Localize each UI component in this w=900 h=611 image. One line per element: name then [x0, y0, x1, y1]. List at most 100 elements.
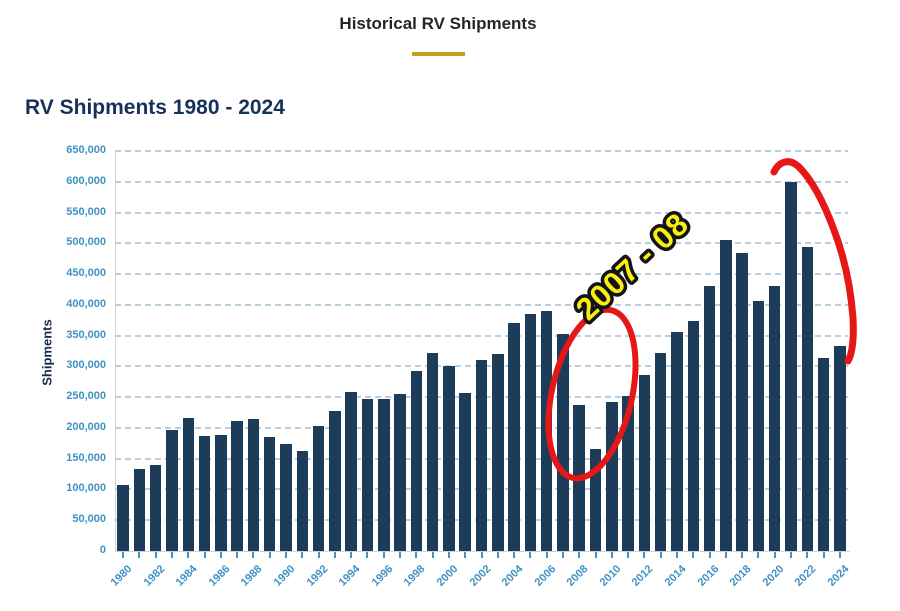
y-tick-label-600000: 600,000	[66, 174, 106, 187]
x-tick-2009	[594, 552, 597, 558]
bar-2022	[801, 247, 814, 551]
x-tick-1990	[285, 552, 288, 558]
x-tick-1998	[415, 552, 418, 558]
bar-2020	[768, 286, 781, 551]
bar-1985	[198, 435, 211, 551]
x-tick-2016	[708, 552, 711, 558]
bar-2014	[671, 331, 683, 551]
x-tick-1987	[236, 552, 239, 558]
x-tick-2002	[480, 552, 483, 558]
bar-2008	[573, 405, 585, 551]
bar-1993	[329, 410, 341, 551]
x-tick-1997	[399, 552, 402, 558]
x-tick-2007	[561, 552, 564, 558]
gridline-550000	[115, 211, 848, 214]
x-tick-1989	[268, 552, 271, 558]
x-tick-2018	[741, 552, 744, 558]
bar-1983	[166, 430, 178, 551]
bar-2012	[638, 375, 651, 551]
x-tick-2010	[610, 552, 613, 558]
x-tick-1981	[138, 552, 141, 558]
bar-1988	[247, 418, 260, 551]
bar-1995	[361, 399, 374, 551]
page-header: Historical RV Shipments	[0, 0, 876, 56]
bar-2006	[540, 310, 553, 551]
bar-1996	[378, 398, 390, 551]
bar-1982	[149, 464, 162, 551]
x-tick-1992	[317, 552, 320, 558]
bar-2018	[736, 253, 748, 551]
y-tick-label-200000: 200,000	[66, 420, 106, 433]
x-tick-2003	[496, 552, 499, 558]
x-axis-spine	[115, 551, 850, 552]
bar-1990	[280, 444, 292, 551]
x-tick-2020	[773, 552, 776, 558]
y-tick-label-0: 0	[99, 544, 106, 556]
x-tick-2015	[692, 552, 695, 558]
bar-1994	[345, 391, 357, 551]
y-tick-label-150000: 150,000	[66, 451, 106, 464]
x-tick-2023	[822, 552, 825, 558]
bar-2019	[752, 301, 765, 551]
gridline-400000	[115, 303, 848, 306]
y-tick-label-650000: 650,000	[66, 144, 106, 156]
y-tick-label-400000: 400,000	[66, 297, 106, 310]
x-tick-1983	[171, 552, 173, 558]
y-tick-label-550000: 550,000	[66, 205, 106, 218]
bar-2023	[817, 358, 830, 551]
bar-2000	[443, 366, 455, 551]
gridline-450000	[115, 273, 848, 276]
y-tick-label-250000: 250,000	[66, 390, 106, 403]
bar-1980	[117, 485, 129, 551]
x-tick-1991	[301, 552, 304, 558]
bar-2003	[492, 353, 504, 551]
bar-1987	[231, 421, 243, 551]
bar-1998	[410, 370, 423, 551]
gridline-650000	[115, 150, 848, 152]
x-tick-2012	[643, 552, 646, 558]
x-tick-2011	[627, 552, 630, 558]
gridline-350000	[115, 334, 848, 337]
bar-2024	[834, 345, 846, 551]
y-tick-label-500000: 500,000	[66, 236, 106, 249]
bar-2017	[720, 240, 732, 551]
x-tick-2005	[529, 552, 532, 558]
page-title: Historical RV Shipments	[339, 14, 537, 33]
bar-1986	[215, 435, 227, 551]
gridline-500000	[115, 242, 848, 245]
x-tick-2008	[578, 552, 581, 558]
y-tick-label-300000: 300,000	[66, 359, 106, 372]
x-tick-1980	[122, 552, 125, 558]
bar-2005	[524, 314, 537, 551]
x-tick-2017	[724, 552, 727, 558]
x-tick-2006	[545, 552, 548, 558]
x-tick-2022	[806, 552, 809, 558]
bar-1991	[296, 450, 309, 551]
x-tick-2000	[447, 552, 450, 558]
x-tick-1999	[431, 552, 434, 558]
bar-2007	[557, 333, 569, 551]
y-tick-label-350000: 350,000	[66, 328, 106, 341]
x-tick-1982	[154, 552, 157, 558]
x-tick-2021	[789, 552, 792, 558]
x-tick-1994	[350, 552, 353, 558]
y-tick-label-50000: 50,000	[72, 513, 106, 526]
x-tick-1988	[252, 552, 255, 558]
bar-1997	[394, 394, 406, 551]
x-tick-2004	[513, 552, 516, 558]
bar-1989	[263, 436, 276, 551]
rv-shipments-bar-chart	[115, 150, 848, 551]
bar-2009	[589, 449, 602, 551]
x-tick-2024	[838, 552, 841, 558]
y-tick-label-450000: 450,000	[66, 267, 106, 280]
bar-2013	[654, 353, 667, 551]
bar-2001	[459, 392, 471, 551]
y-tick-label-100000: 100,000	[66, 482, 106, 495]
bar-1992	[312, 425, 325, 551]
x-tick-1985	[203, 552, 206, 558]
x-tick-1995	[366, 552, 369, 558]
bar-1984	[182, 417, 195, 551]
bar-2015	[687, 320, 699, 551]
bar-2016	[703, 285, 716, 551]
x-tick-2001	[464, 552, 467, 558]
